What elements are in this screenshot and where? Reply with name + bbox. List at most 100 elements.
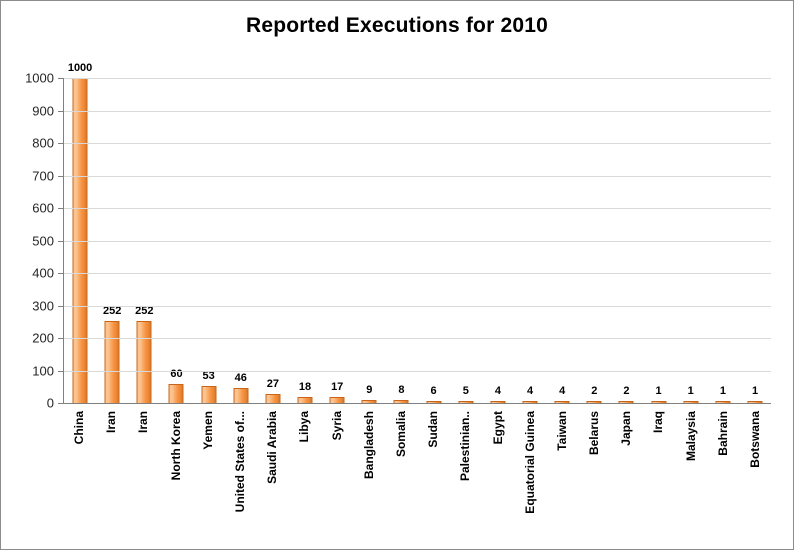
bar-value-label: 5 xyxy=(462,385,469,397)
x-axis-label: Sudan xyxy=(426,411,441,448)
y-axis-tick-mark xyxy=(58,175,64,177)
bar xyxy=(329,397,345,403)
bar-column: 4 xyxy=(514,78,546,403)
bar-column: 8 xyxy=(385,78,417,403)
x-axis-label: Iraq xyxy=(651,411,666,434)
x-axis-label: Bangladesh xyxy=(361,411,376,480)
y-axis: 0 100 200 300 400 500 600 700 800 900 1000 xyxy=(7,72,63,410)
bar-value-label: 2 xyxy=(591,385,598,397)
x-axis-label-cell: Iraq xyxy=(642,404,674,532)
x-axis-label: United States of... xyxy=(233,411,248,513)
bar-column: 9 xyxy=(353,78,385,403)
bar xyxy=(426,401,442,403)
y-axis-tick-label: 500 xyxy=(32,233,54,248)
bar-value-label: 4 xyxy=(494,385,501,397)
bar xyxy=(683,401,699,403)
y-axis-tick-mark xyxy=(58,403,64,404)
y-axis-tick-mark xyxy=(58,208,64,209)
bar-value-label: 60 xyxy=(170,367,183,380)
y-axis-tick-label: 900 xyxy=(32,103,54,118)
bar-column: 252 xyxy=(96,78,128,403)
y-axis-tick-label: 600 xyxy=(32,200,54,216)
x-axis-label-cell: Iran xyxy=(127,404,159,532)
bar xyxy=(265,394,281,403)
plot-main: 1000 252 252 60 53 46 27 18 17 9 8 6 5 4 4 4 2 2 1 1 1 1 Chin… xyxy=(58,63,771,532)
y-axis-tick-label: 100 xyxy=(32,363,54,378)
gridline xyxy=(64,78,771,79)
bar-column: 1 xyxy=(707,78,739,403)
gridline xyxy=(64,370,771,372)
bar xyxy=(715,401,731,403)
gridline xyxy=(64,175,771,177)
bar-columns: 1000 252 252 60 53 46 27 18 17 9 8 6 5 4 4 4 2 2 1 1 1 1 xyxy=(64,63,771,403)
gridline xyxy=(64,273,771,274)
bar xyxy=(554,401,570,403)
bar-value-label: 1 xyxy=(719,385,726,397)
x-axis-label-cell: Syria xyxy=(321,404,353,532)
gridline xyxy=(64,240,771,242)
bar-value-label: 1 xyxy=(687,385,694,397)
gridline xyxy=(64,305,771,307)
y-axis-tick-label: 800 xyxy=(32,135,54,151)
bar-column: 1 xyxy=(643,78,675,403)
bar-value-label: 46 xyxy=(234,372,247,385)
x-axis-label-cell: North Korea xyxy=(160,404,192,532)
bar xyxy=(393,400,409,403)
y-axis-tick-mark xyxy=(58,305,64,307)
gridline xyxy=(64,143,771,144)
x-axis-label: North Korea xyxy=(168,411,183,481)
bar xyxy=(522,401,538,403)
bar xyxy=(104,321,120,403)
bar-column: 2 xyxy=(610,78,642,403)
x-axis-label-cell: Belarus xyxy=(578,404,610,532)
bar xyxy=(136,321,152,403)
x-axis-label: Libya xyxy=(297,411,312,443)
y-axis-tick-label: 400 xyxy=(32,265,54,281)
x-axis-label-cell: Iran xyxy=(95,404,127,532)
y-axis-tick-mark xyxy=(58,143,64,144)
y-axis-tick-mark xyxy=(58,338,64,339)
x-axis-label: Japan xyxy=(619,411,634,446)
x-axis-label: Taiwan xyxy=(554,411,569,451)
y-axis-tick-mark xyxy=(58,240,64,242)
bar-column: 46 xyxy=(225,78,257,403)
x-axis-label: Palestinian.. xyxy=(458,411,473,482)
gridline xyxy=(64,208,771,209)
bar xyxy=(618,401,634,403)
bar xyxy=(361,400,377,403)
x-axis-label: China xyxy=(72,411,87,445)
x-axis-label-cell: Yemen xyxy=(192,404,224,532)
x-axis-label: Egypt xyxy=(490,411,505,445)
x-axis-label: Yemen xyxy=(200,411,215,450)
bar-column: 60 xyxy=(160,78,192,403)
bar-value-label: 27 xyxy=(266,378,280,391)
x-axis-label: Syria xyxy=(329,411,344,441)
bar-value-label: 8 xyxy=(398,384,405,397)
x-axis-label-cell: Libya xyxy=(288,404,320,532)
x-axis-label: Equatorial Guinea xyxy=(522,411,537,514)
bar xyxy=(586,401,602,403)
y-axis-tick-label: 200 xyxy=(32,330,54,346)
x-axis-label-cell: Bangladesh xyxy=(353,404,385,532)
bar-column: 6 xyxy=(418,78,450,403)
x-axis-label: Iran xyxy=(104,411,119,434)
bar-value-label: 9 xyxy=(366,384,373,397)
y-axis-tick-label: 700 xyxy=(32,168,54,183)
x-axis-label-cell: Egypt xyxy=(481,404,513,532)
bar xyxy=(201,385,217,403)
y-axis-tick-label: 1000 xyxy=(25,70,54,86)
y-axis-tick-label: 0 xyxy=(46,395,54,411)
x-axis-label: Botswana xyxy=(748,411,763,468)
gridline xyxy=(64,338,771,339)
bar-value-label: 4 xyxy=(559,385,566,397)
bar-column: 2 xyxy=(578,78,610,403)
x-axis-label: Malaysia xyxy=(683,411,698,462)
bar-column: 252 xyxy=(128,78,160,403)
bar-column: 27 xyxy=(257,78,289,403)
bar xyxy=(168,383,184,403)
x-axis-label-cell: Taiwan xyxy=(546,404,578,532)
x-axis-label-cell: Botswana xyxy=(739,404,771,532)
bar-value-label: 252 xyxy=(135,305,154,318)
x-axis-label-cell: Saudi Arabia xyxy=(256,404,288,532)
